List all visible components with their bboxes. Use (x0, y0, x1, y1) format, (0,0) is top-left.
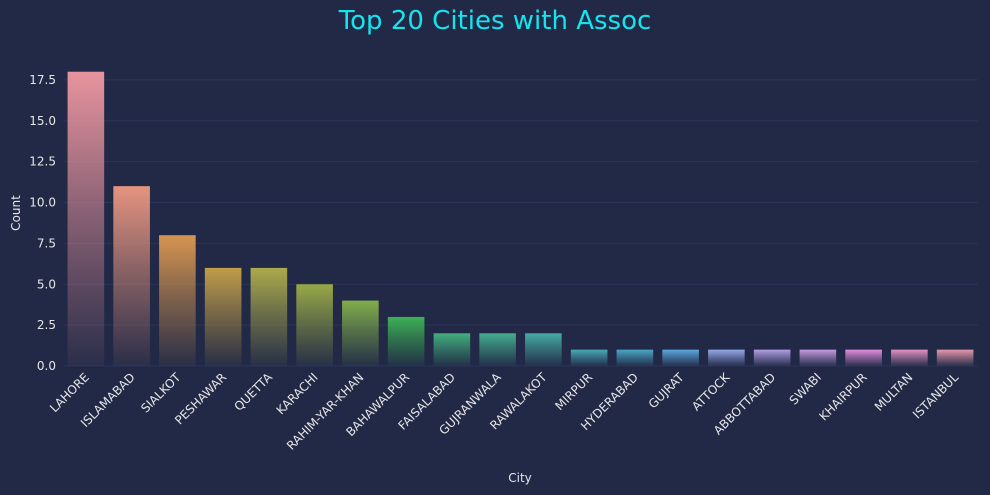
y-tick-label: 5.0 (37, 277, 56, 291)
grid-lines (63, 79, 978, 367)
bar-rahim-yar-khan (342, 300, 379, 366)
y-tick-label: 2.5 (37, 318, 56, 332)
y-tick-label: 15.0 (29, 114, 56, 128)
y-axis-ticks: 0.0 2.5 5.0 7.5 10.0 12.5 15.0 17.5 (29, 73, 56, 373)
bar-sialkot (159, 235, 196, 366)
x-tick-label: SWABI (787, 370, 824, 407)
x-tick-label: LAHORE (47, 370, 92, 415)
x-axis-label: City (508, 471, 532, 485)
x-tick-label: ISTANBUL (910, 370, 961, 421)
bar-gujrat (662, 349, 699, 366)
y-axis-label: Count (9, 195, 23, 231)
x-tick-label: MIRPUR (552, 370, 595, 413)
y-tick-label: 17.5 (29, 73, 56, 87)
x-tick-label: RAHIM-YAR-KHAN (284, 370, 367, 453)
bar-peshawar (204, 267, 242, 366)
y-tick-label: 12.5 (29, 155, 56, 169)
bar-gujranwala (479, 333, 516, 366)
bar-multan (891, 349, 928, 366)
x-tick-label: KARACHI (274, 370, 321, 417)
bar-rawalakot (525, 333, 562, 366)
x-tick-label: SIALKOT (138, 370, 184, 416)
bar-mirpur (570, 349, 608, 366)
bar-khairpur (845, 349, 882, 366)
bar-hyderabad (616, 349, 654, 366)
y-tick-label: 7.5 (37, 236, 56, 250)
y-tick-label: 0.0 (37, 359, 56, 373)
x-tick-label: QUETTA (231, 370, 275, 414)
x-tick-label: KHAIRPUR (816, 370, 869, 423)
bar-faisalabad (433, 333, 471, 366)
bar-swabi (799, 349, 837, 366)
bar-quetta (250, 267, 288, 366)
bar-islamabad (113, 186, 150, 366)
bar-attock (708, 349, 745, 366)
bars (67, 71, 974, 366)
bar-abbottabad (753, 349, 791, 366)
x-tick-label: MULTAN (872, 370, 916, 414)
bar-istanbul (936, 349, 974, 366)
x-tick-label: GUJRAT (646, 370, 688, 412)
y-tick-label: 10.0 (29, 196, 56, 210)
x-tick-label: ATTOCK (689, 369, 733, 413)
chart-title: Top 20 Cities with Assoc (338, 6, 652, 36)
bar-karachi (296, 284, 333, 366)
bar-lahore (67, 71, 105, 366)
bar-bahawalpur (387, 316, 425, 366)
